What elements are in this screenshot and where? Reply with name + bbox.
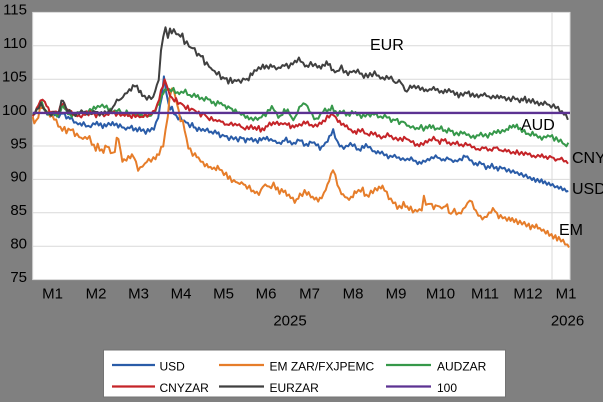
svg-text:95: 95 [10, 135, 27, 152]
svg-text:EM ZAR/FXJPEMC: EM ZAR/FXJPEMC [270, 360, 375, 374]
svg-text:USD: USD [160, 360, 186, 374]
svg-text:M6: M6 [256, 286, 277, 303]
svg-text:M1: M1 [42, 286, 63, 303]
svg-text:M1: M1 [556, 286, 577, 303]
svg-text:2026: 2026 [551, 313, 584, 330]
svg-text:M2: M2 [86, 286, 107, 303]
svg-text:EM: EM [559, 222, 583, 239]
svg-text:110: 110 [3, 35, 27, 52]
svg-text:75: 75 [10, 269, 27, 286]
svg-text:M4: M4 [171, 286, 192, 303]
svg-text:100: 100 [437, 381, 457, 395]
svg-text:115: 115 [3, 2, 27, 19]
svg-text:M12: M12 [513, 286, 542, 303]
svg-text:AUDZAR: AUDZAR [437, 360, 487, 374]
svg-text:M9: M9 [386, 286, 407, 303]
svg-text:M3: M3 [128, 286, 149, 303]
svg-text:M8: M8 [343, 286, 364, 303]
svg-text:CNYZ: CNYZ [572, 150, 603, 167]
svg-text:EURZAR: EURZAR [270, 381, 320, 395]
svg-text:M5: M5 [213, 286, 234, 303]
svg-text:M10: M10 [426, 286, 455, 303]
svg-text:USDZ: USDZ [572, 181, 603, 198]
svg-text:M11: M11 [471, 286, 499, 303]
svg-text:90: 90 [10, 169, 27, 186]
svg-text:EUR: EUR [370, 37, 404, 54]
svg-text:CNYZAR: CNYZAR [160, 381, 210, 395]
svg-text:85: 85 [10, 202, 27, 219]
svg-text:100: 100 [2, 102, 27, 119]
svg-text:M7: M7 [299, 286, 320, 303]
svg-text:80: 80 [10, 236, 27, 253]
svg-text:AUD: AUD [521, 117, 555, 134]
svg-text:2025: 2025 [273, 313, 306, 330]
svg-text:105: 105 [2, 69, 27, 86]
